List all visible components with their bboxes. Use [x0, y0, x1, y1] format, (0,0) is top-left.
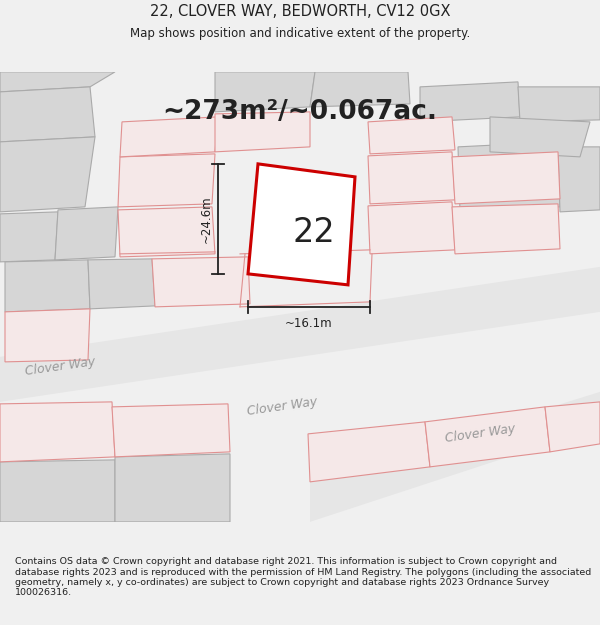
Polygon shape [0, 212, 58, 262]
Polygon shape [458, 142, 560, 212]
Text: Contains OS data © Crown copyright and database right 2021. This information is : Contains OS data © Crown copyright and d… [15, 557, 591, 598]
Polygon shape [215, 112, 310, 152]
Polygon shape [88, 259, 155, 309]
Polygon shape [248, 164, 355, 285]
Polygon shape [368, 152, 455, 204]
Polygon shape [120, 117, 218, 157]
Polygon shape [368, 202, 455, 254]
Polygon shape [368, 117, 455, 154]
Text: Map shows position and indicative extent of the property.: Map shows position and indicative extent… [130, 27, 470, 39]
Text: 22, CLOVER WAY, BEDWORTH, CV12 0GX: 22, CLOVER WAY, BEDWORTH, CV12 0GX [150, 4, 450, 19]
Polygon shape [452, 204, 560, 254]
Text: Clover Way: Clover Way [24, 355, 96, 378]
Text: Clover Way: Clover Way [444, 422, 516, 446]
Polygon shape [115, 454, 230, 522]
Polygon shape [5, 260, 90, 312]
Polygon shape [0, 137, 95, 212]
Polygon shape [545, 402, 600, 452]
Polygon shape [0, 87, 95, 142]
Polygon shape [55, 207, 118, 260]
Polygon shape [5, 309, 90, 362]
Polygon shape [118, 154, 215, 207]
Polygon shape [118, 207, 215, 257]
Text: ~273m²/~0.067ac.: ~273m²/~0.067ac. [163, 99, 437, 125]
Polygon shape [0, 267, 600, 402]
Polygon shape [420, 82, 520, 122]
Polygon shape [0, 460, 115, 522]
Polygon shape [112, 404, 230, 457]
Polygon shape [0, 72, 115, 92]
Text: ~24.6m: ~24.6m [200, 195, 213, 242]
Polygon shape [425, 407, 550, 467]
Text: ~16.1m: ~16.1m [285, 317, 333, 330]
Polygon shape [308, 422, 430, 482]
Polygon shape [310, 72, 410, 107]
Polygon shape [452, 152, 560, 204]
Polygon shape [490, 117, 590, 157]
Polygon shape [518, 87, 600, 122]
Text: Clover Way: Clover Way [246, 396, 318, 419]
Polygon shape [152, 257, 250, 307]
Polygon shape [215, 72, 315, 112]
Polygon shape [310, 392, 600, 522]
Text: 22: 22 [293, 216, 335, 249]
Polygon shape [0, 402, 115, 462]
Polygon shape [558, 147, 600, 212]
